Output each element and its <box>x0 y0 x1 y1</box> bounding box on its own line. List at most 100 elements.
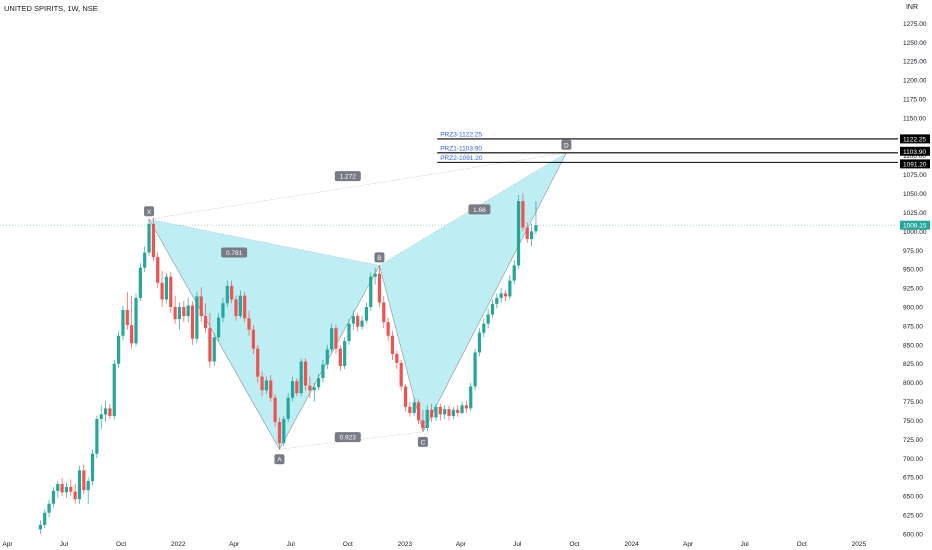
candle <box>277 417 282 450</box>
candle <box>499 288 503 304</box>
candle <box>521 193 525 232</box>
candle <box>290 376 295 402</box>
pattern-point-a: A <box>274 454 285 465</box>
candle <box>408 401 412 417</box>
pattern-point-d: D <box>561 139 572 150</box>
y-tick-label: 625.00 <box>903 513 923 520</box>
candle <box>438 403 442 421</box>
candle <box>90 449 95 486</box>
x-tick-label: Oct <box>797 541 807 548</box>
candle <box>130 295 134 349</box>
y-tick-label: 875.00 <box>903 323 923 330</box>
candle <box>377 265 382 308</box>
candle <box>347 319 351 345</box>
candle <box>303 358 308 391</box>
svg-text:1122.25: 1122.25 <box>903 136 926 143</box>
y-tick-label: 650.00 <box>903 494 923 501</box>
candle <box>395 350 399 370</box>
candle <box>330 323 334 353</box>
pattern-point-x: X <box>144 206 155 217</box>
candle <box>125 291 129 330</box>
candle <box>464 400 468 413</box>
x-tick-label: Jul <box>740 541 749 548</box>
y-tick-label: 700.00 <box>903 456 923 463</box>
candle <box>143 246 147 273</box>
candle <box>112 359 116 419</box>
candle <box>169 272 173 314</box>
y-tick-label: 775.00 <box>903 399 923 406</box>
y-tick-label: 750.00 <box>903 418 923 425</box>
candle <box>390 331 395 360</box>
candle <box>203 303 208 333</box>
candle <box>416 399 421 425</box>
candle <box>134 293 138 347</box>
candle <box>160 270 164 308</box>
candle <box>282 415 286 447</box>
candle <box>421 409 425 432</box>
candle <box>195 291 199 344</box>
y-tick-label: 725.00 <box>903 437 923 444</box>
svg-text:1103.90: 1103.90 <box>903 149 926 156</box>
candle <box>199 287 203 323</box>
candle <box>177 302 182 330</box>
x-tick-label: 2024 <box>624 541 639 548</box>
candle <box>221 297 225 323</box>
candle <box>212 332 216 367</box>
candle <box>321 359 325 383</box>
candle <box>243 291 247 323</box>
candle <box>382 295 386 329</box>
candle <box>47 499 51 518</box>
candle <box>173 295 177 324</box>
candle <box>516 195 521 270</box>
candle <box>208 313 212 368</box>
x-tick-label: 2025 <box>852 541 867 548</box>
candle <box>369 272 373 311</box>
x-tick-label: 2022 <box>171 541 186 548</box>
candle <box>529 223 534 247</box>
y-tick-label: 1200.00 <box>903 78 927 85</box>
candle <box>386 317 390 342</box>
candle <box>451 406 455 419</box>
y-tick-label: 1150.00 <box>903 115 926 122</box>
pattern-point-c: C <box>417 436 428 447</box>
candle <box>490 299 495 319</box>
x-tick-label: Apr <box>229 541 240 548</box>
svg-text:1091.20: 1091.20 <box>903 161 927 168</box>
y-tick-label: 950.00 <box>903 267 923 274</box>
candle <box>425 405 429 432</box>
candle <box>151 217 155 262</box>
candle <box>108 403 112 419</box>
currency-label: INR <box>905 4 918 11</box>
x-tick-label: Jul <box>286 541 295 548</box>
candle <box>86 477 90 504</box>
ratio-label: 0.923 <box>334 432 361 443</box>
candle <box>299 358 303 397</box>
x-tick-label: Jul <box>60 541 69 548</box>
candle <box>190 300 195 345</box>
candle <box>260 371 264 397</box>
y-tick-label: 1000.00 <box>903 229 927 236</box>
candle <box>351 310 355 330</box>
candle <box>64 482 69 498</box>
svg-text:0.781: 0.781 <box>226 250 243 257</box>
candle <box>164 272 169 304</box>
x-tick-label: Oct <box>116 541 126 548</box>
x-tick-label: Apr <box>2 541 13 548</box>
candle <box>503 290 508 301</box>
candle <box>443 405 447 419</box>
candle <box>234 295 238 321</box>
price-badges: 1122.25 1103.90 1091.20 1008.15 <box>900 134 930 230</box>
candle <box>434 403 438 421</box>
candle <box>534 201 538 235</box>
candle <box>486 308 490 329</box>
y-tick-label: 800.00 <box>903 380 923 387</box>
y-axis: 600.00 625.00 650.00 675.00 700.00 725.00 750.… <box>903 21 927 539</box>
candle <box>308 376 312 398</box>
y-tick-label: 825.00 <box>903 361 923 368</box>
svg-text:B: B <box>377 255 381 262</box>
candle <box>56 480 60 498</box>
candle <box>456 405 460 417</box>
candle <box>403 384 408 412</box>
candle <box>495 293 499 309</box>
